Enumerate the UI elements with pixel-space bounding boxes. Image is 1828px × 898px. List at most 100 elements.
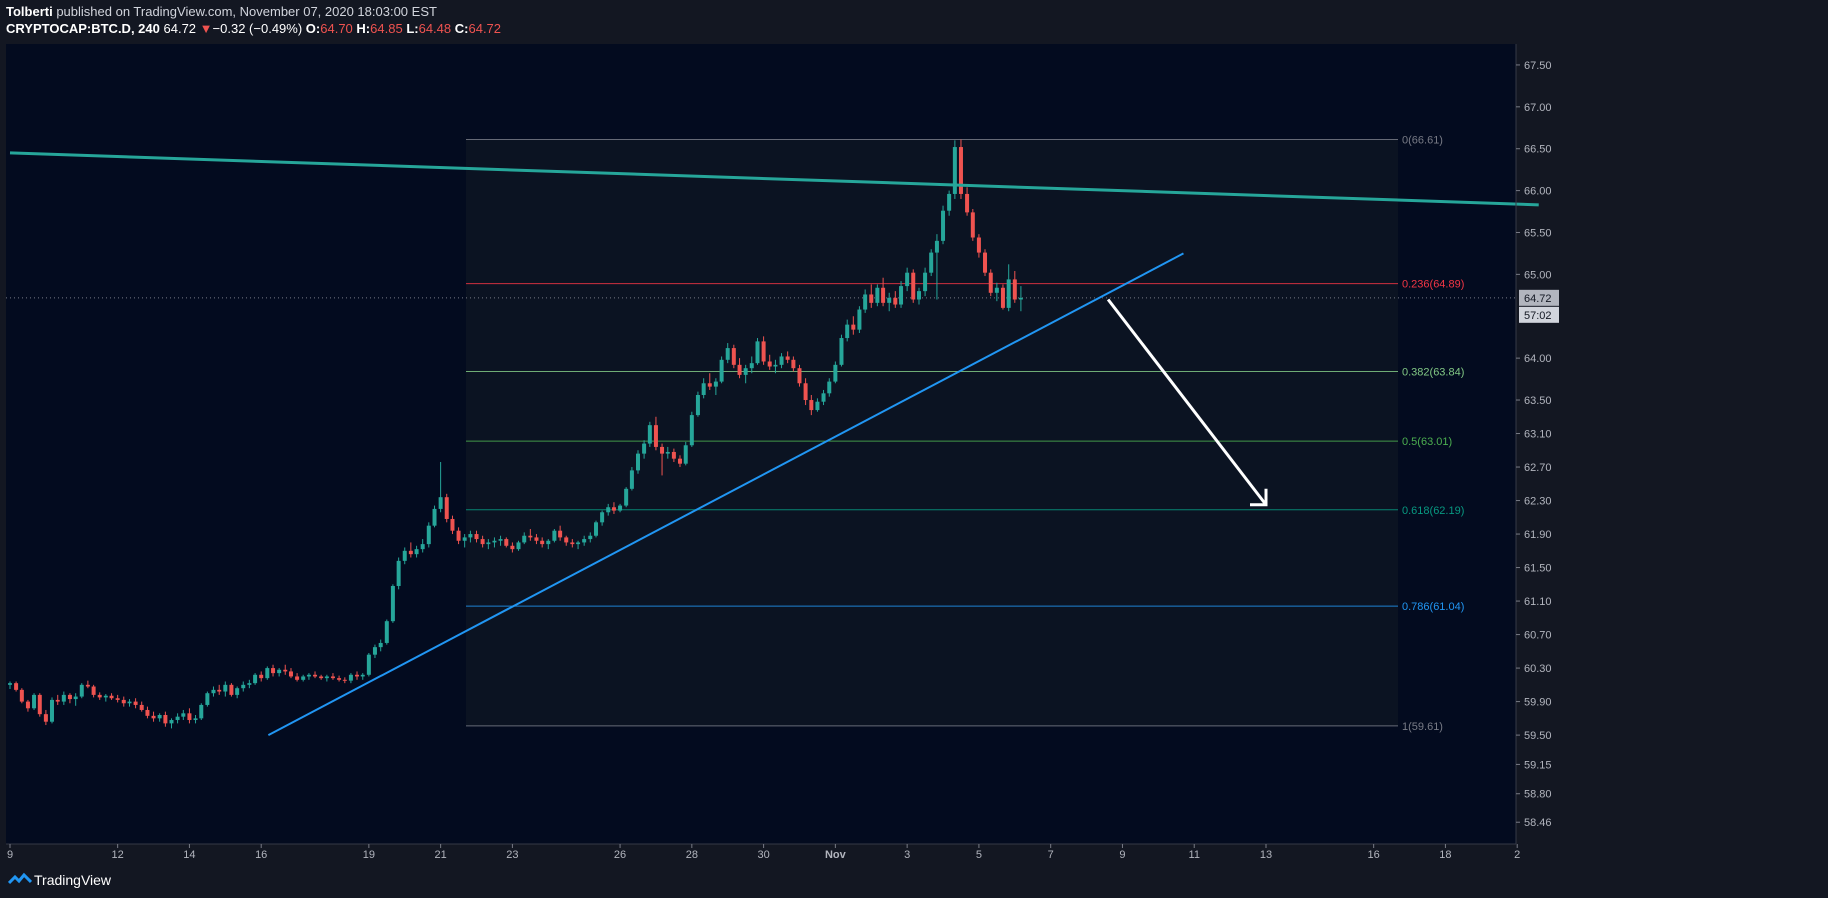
candle-body [965, 193, 970, 213]
candle-body [181, 713, 186, 717]
candle-body [408, 550, 413, 555]
price-tick-label: 59.90 [1524, 697, 1552, 709]
candle-body [223, 684, 228, 692]
time-tick-label: 13 [1260, 849, 1272, 861]
time-tick-label: 2 [1514, 849, 1520, 861]
candle-body [642, 443, 647, 454]
symbol-label[interactable]: CRYPTOCAP:BTC.D, 240 [6, 21, 160, 36]
candle-body [803, 383, 808, 401]
candle-body [187, 713, 192, 721]
price-tick-label: 67.00 [1524, 102, 1552, 114]
candle-body [390, 585, 395, 622]
price-chart[interactable]: 0(66.61) 0.236(64.89) 0.382(63.84) 0.5(63.0… [0, 44, 1828, 862]
candle-body [295, 676, 300, 680]
candle-body [37, 694, 42, 715]
price-tick-label: 61.90 [1524, 529, 1552, 541]
last-price-tag [1519, 289, 1559, 306]
author-name[interactable]: Tolberti [6, 4, 53, 19]
fib-level-label: 1(59.61) [1402, 721, 1443, 733]
candle-body [863, 294, 868, 310]
price-tick-label: 66.00 [1524, 186, 1552, 198]
candle-body [145, 709, 150, 716]
candle-body [588, 535, 593, 540]
candle-body [809, 400, 814, 411]
candle-body [241, 684, 246, 689]
candle-body [342, 679, 347, 681]
candle-body [887, 297, 892, 303]
publisher-line: Tolberti published on TradingView.com, N… [6, 4, 437, 19]
candle-body [665, 451, 670, 454]
candle-body [791, 359, 796, 369]
candle-body [288, 671, 293, 677]
candle-body [767, 361, 772, 367]
candle-body [528, 535, 533, 538]
candle-body [265, 668, 270, 679]
candle-body [32, 694, 37, 709]
candle-body [743, 368, 748, 375]
change-arrow-icon: ▼ [199, 21, 213, 36]
candle-body [647, 425, 652, 444]
time-tick-label: 18 [1439, 849, 1451, 861]
candle-body [271, 668, 276, 674]
candle-body [348, 674, 353, 681]
candle-body [157, 714, 162, 719]
candle-body [79, 684, 84, 697]
price-tick-label: 61.10 [1524, 596, 1552, 608]
candle-body [19, 689, 24, 702]
candle-body [689, 415, 694, 446]
candle-body [121, 699, 126, 704]
candle-body [396, 560, 401, 586]
candle-body [683, 445, 688, 464]
candle-body [504, 539, 509, 546]
candle-body [833, 364, 838, 382]
candle-body [151, 715, 156, 719]
candle-body [85, 684, 90, 687]
candle-body [947, 193, 952, 211]
price-tick-label: 63.50 [1524, 395, 1552, 407]
candle-body [277, 669, 282, 674]
time-tick-label: 7 [1048, 849, 1054, 861]
price-tick-label: 60.70 [1524, 630, 1552, 642]
fib-level-label: 0.382(63.84) [1402, 367, 1464, 379]
candle-body [109, 695, 114, 699]
price-tick-label: 62.30 [1524, 496, 1552, 508]
price-tick-label: 67.50 [1524, 60, 1552, 72]
price-tick-label: 63.10 [1524, 429, 1552, 441]
candle-body [426, 525, 431, 545]
candle-body [522, 535, 527, 543]
open-label: O: [305, 21, 321, 36]
candle-body [671, 451, 676, 459]
footer-bar: TradingView [0, 862, 1828, 898]
candle-body [217, 689, 222, 692]
price-tick-label: 61.50 [1524, 563, 1552, 575]
candle-body [510, 545, 515, 550]
candle-body [235, 688, 240, 695]
tradingview-brand[interactable]: TradingView [34, 872, 112, 888]
tradingview-logo-icon[interactable] [8, 871, 32, 889]
candle-body [546, 540, 551, 545]
candle-body [899, 286, 904, 305]
price-tick-label: 65.50 [1524, 227, 1552, 239]
high-label: H: [356, 21, 371, 36]
candle-body [719, 359, 724, 382]
candle-body [97, 694, 102, 698]
fib-zone [466, 139, 1398, 726]
time-tick-label: 21 [435, 849, 447, 861]
candle-body [839, 338, 844, 365]
price-tick-label: 60.30 [1524, 663, 1552, 675]
publish-info: published on TradingView.com, November 0… [52, 4, 437, 19]
candle-body [61, 694, 66, 702]
candle-body [618, 505, 623, 511]
candle-body [462, 537, 467, 541]
candle-body [707, 383, 712, 387]
candle-body [468, 534, 473, 538]
candle-body [319, 676, 324, 679]
time-tick-label: 26 [614, 849, 626, 861]
candle-body [73, 696, 78, 700]
time-tick-label: 3 [904, 849, 910, 861]
candle-body [91, 686, 96, 695]
candle-body [970, 212, 975, 238]
candle-body [324, 676, 329, 679]
candle-body [229, 684, 234, 695]
fib-level-label: 0.786(61.04) [1402, 601, 1464, 613]
